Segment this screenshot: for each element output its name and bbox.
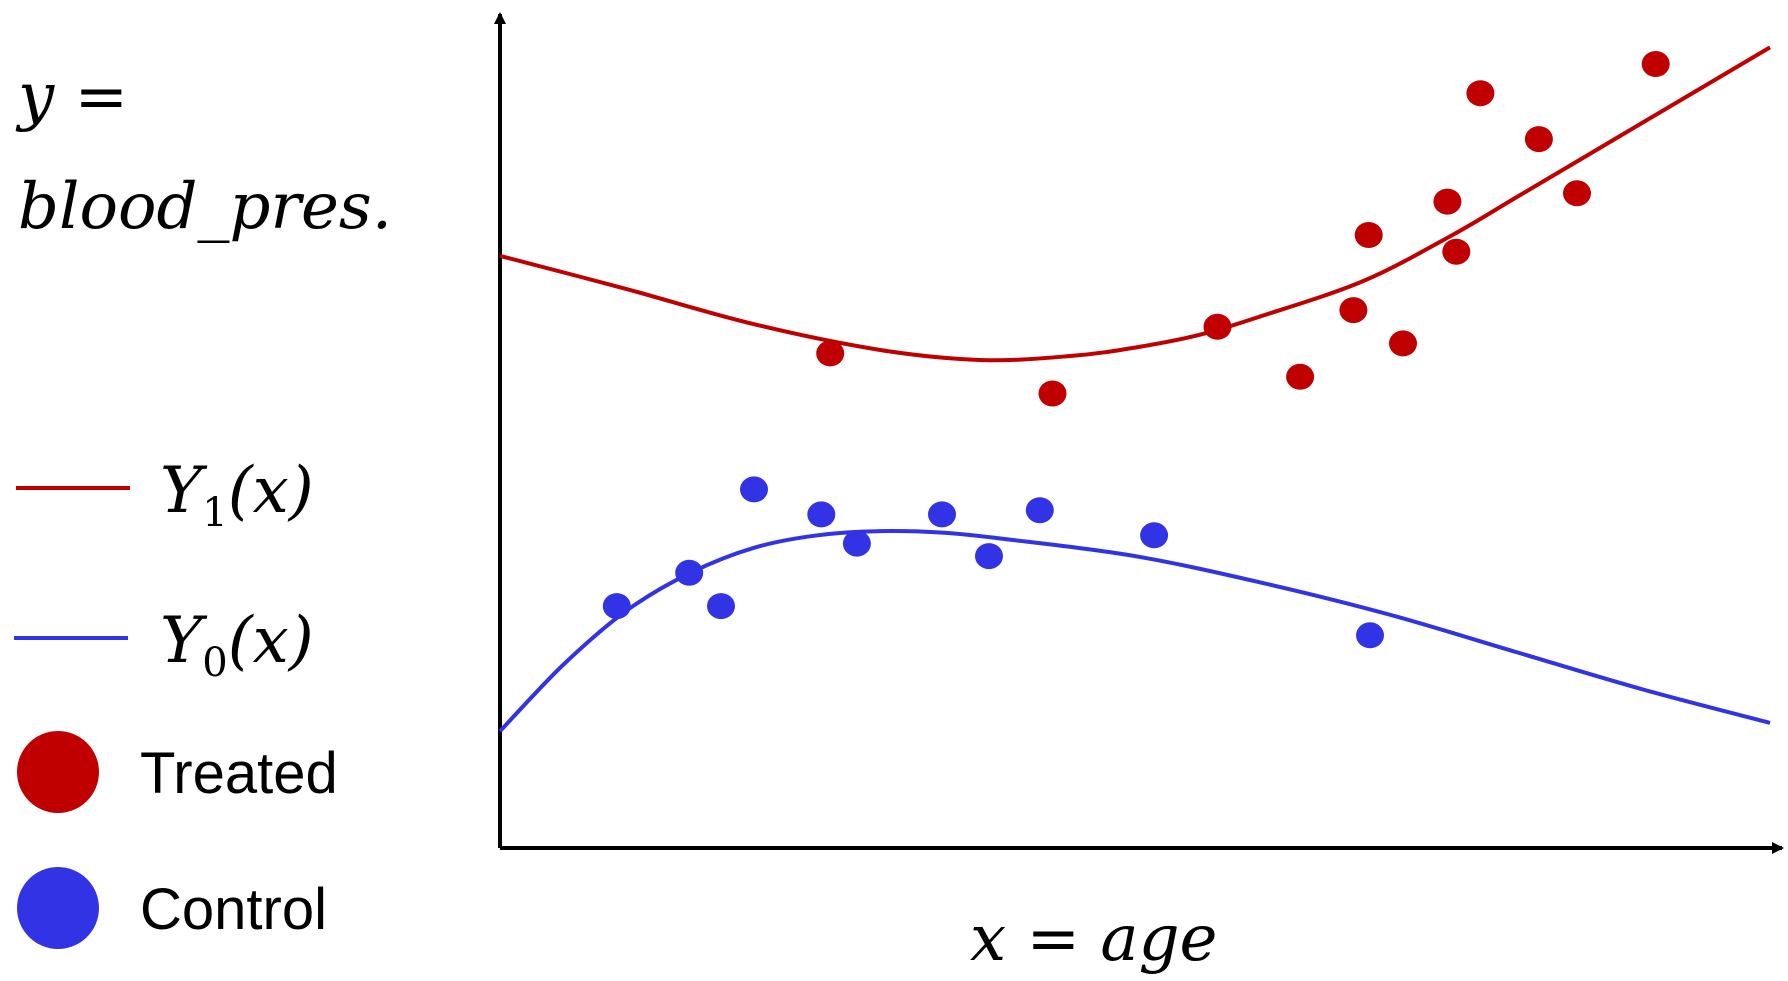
- legend-y1-sub: 1: [202, 490, 227, 536]
- control-point: [928, 501, 956, 528]
- curve-y1-x: [499, 45, 1772, 363]
- legend-treated-label: Treated: [140, 741, 338, 806]
- control-point: [1025, 497, 1054, 524]
- control-point: [842, 530, 871, 557]
- treated-point: [1389, 330, 1417, 357]
- control-point: [975, 543, 1003, 570]
- treated-point: [1466, 80, 1495, 107]
- legend-control-marker: [17, 867, 99, 949]
- control-point: [707, 593, 735, 620]
- legend-y0-sub: 0: [202, 640, 227, 686]
- legend-y0-label: Y0(x): [160, 604, 314, 686]
- control-point: [602, 593, 631, 620]
- control-point: [675, 559, 704, 586]
- legend-treated-marker: [17, 731, 99, 813]
- legend-y0-arg: (x): [228, 604, 314, 678]
- x-axis-label: x = age: [970, 902, 1217, 976]
- treated-point: [1563, 180, 1591, 207]
- treated-point: [1524, 126, 1553, 153]
- y-axis-label-line2: blood_pres.: [18, 170, 392, 244]
- treated-point: [1339, 297, 1368, 324]
- treated-point: [1433, 188, 1462, 215]
- treated-point: [1038, 380, 1067, 407]
- treated-point: [1203, 313, 1232, 340]
- y-axis-label-line1: y =: [15, 60, 128, 134]
- treated-point: [1286, 363, 1315, 390]
- curve-y0-x: [498, 528, 1771, 733]
- control-point: [740, 476, 768, 503]
- legend-y0-base: Y: [160, 604, 208, 678]
- treated-point: [1442, 238, 1471, 265]
- legend-y1-label: Y1(x): [160, 454, 314, 536]
- series-layer: [498, 45, 1772, 733]
- control-point: [1140, 522, 1169, 549]
- legend: Y1(x) Y0(x) Treated Control: [14, 454, 338, 949]
- treated-point: [1354, 222, 1383, 248]
- control-point: [1356, 622, 1384, 649]
- treated-point: [816, 340, 845, 367]
- control-point: [807, 501, 836, 528]
- treated-point: [1641, 51, 1670, 77]
- legend-y1-arg: (x): [228, 454, 314, 528]
- legend-y1-base: Y: [160, 454, 208, 528]
- legend-control-label: Control: [140, 877, 327, 942]
